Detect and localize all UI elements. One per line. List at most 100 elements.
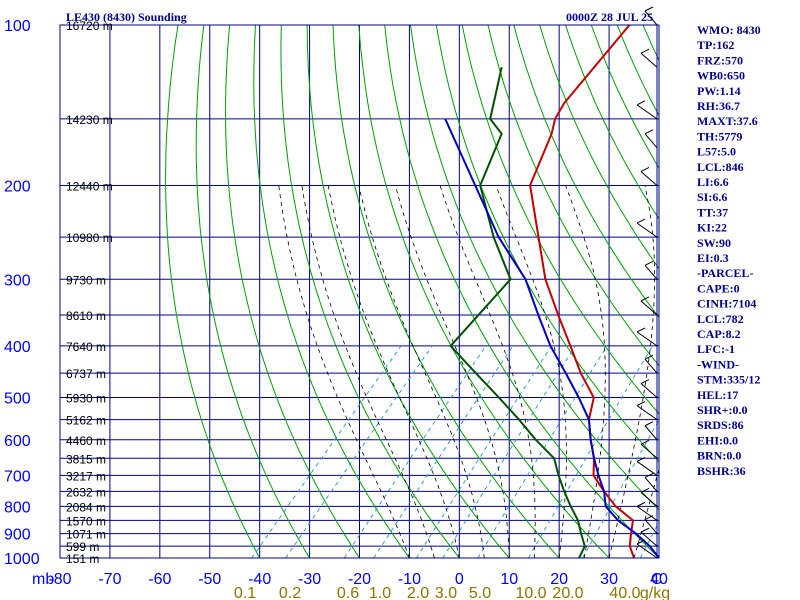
mixing-ratio-label: 0.6: [337, 585, 359, 600]
height-label: 6737 m: [66, 367, 106, 381]
pressure-tick-label: 100: [4, 18, 31, 35]
wind-barb: [644, 425, 658, 441]
height-label: 5930 m: [66, 392, 106, 406]
height-label: 9730 m: [66, 273, 106, 287]
wind-barb: [640, 300, 658, 316]
index-item: BRN:0.0: [697, 449, 741, 463]
dewpoint-line: [449, 66, 586, 558]
temperature-tick-label: -10: [398, 571, 421, 588]
index-item: SRDS:86: [697, 418, 744, 432]
height-label: 5162 m: [66, 414, 106, 428]
temperature-tick-label: -50: [198, 571, 221, 588]
wind-barb: [640, 443, 658, 459]
height-label: 14230 m: [66, 113, 113, 127]
height-label: 16720 m: [66, 19, 113, 33]
wind-barb-flag: [636, 539, 646, 545]
index-item: STM:335/12: [697, 373, 760, 387]
mixing-ratio-label: 40.0: [609, 585, 640, 600]
wind-barb-flag: [644, 421, 654, 427]
height-label: 12440 m: [66, 179, 113, 193]
pressure-tick-label: 500: [4, 391, 31, 408]
pressure-unit-label: mb: [32, 571, 54, 588]
mixing-ratio-line: [477, 345, 608, 558]
temperature-tick-label: -60: [148, 571, 171, 588]
dry-adiabat: [165, 25, 261, 558]
dry-adiabat: [409, 25, 659, 511]
temperature-tick-label: 40: [650, 571, 668, 588]
index-item: KI:22: [697, 221, 727, 235]
mixing-ratio-label: g/kg: [640, 585, 670, 600]
wind-barb: [644, 358, 658, 374]
index-item: SI:6.6: [697, 190, 727, 204]
wind-barb-flag: [644, 129, 654, 135]
moist-adiabat: [301, 185, 435, 558]
height-label: 10980 m: [66, 231, 113, 245]
wind-barb: [636, 505, 658, 521]
height-label: 7640 m: [66, 340, 106, 354]
wind-barb-flag: [636, 401, 646, 407]
pressure-tick-label: 1000: [4, 551, 40, 568]
index-item: BSHR:36: [697, 464, 746, 478]
index-item: -WIND-: [697, 357, 739, 371]
wind-barb: [636, 461, 658, 476]
mixing-ratio-label: 10.0: [515, 585, 546, 600]
moist-adiabat: [495, 185, 567, 558]
dry-adiabat: [225, 25, 361, 558]
temperature-tick-label: 30: [600, 571, 618, 588]
index-item: LFC:-1: [697, 342, 735, 356]
wind-barb-flag: [644, 260, 654, 266]
mixing-ratio-line: [373, 345, 514, 558]
mixing-ratio-label: 1.0: [369, 585, 391, 600]
height-label: 4460 m: [66, 434, 106, 448]
index-item: FRZ:570: [697, 53, 743, 67]
dry-adiabat: [253, 25, 411, 558]
height-label: 1570 m: [66, 514, 106, 528]
grid-layer: [60, 25, 659, 558]
moist-adiabat: [327, 185, 460, 558]
temperature-tick-label: -20: [348, 571, 371, 588]
height-label: 3815 m: [66, 452, 106, 466]
wind-barb-flag: [636, 100, 646, 106]
dry-adiabat: [435, 25, 659, 463]
wind-barb: [640, 531, 658, 547]
pressure-tick-label: 300: [4, 272, 31, 289]
wind-barb: [644, 133, 658, 149]
mixing-ratio-label: 0.1: [234, 585, 256, 600]
dry-adiabat: [487, 25, 659, 367]
wind-profile: [636, 6, 658, 559]
height-label: 2632 m: [66, 485, 106, 499]
temperature-tick-label: -40: [248, 571, 271, 588]
pressure-tick-label: 800: [4, 499, 31, 516]
index-item: TH:5779: [697, 129, 742, 143]
dry-adiabat: [306, 25, 510, 558]
mixing-ratio-line: [528, 345, 654, 558]
mixing-ratio-line: [416, 345, 552, 558]
dry-adiabat: [358, 25, 610, 558]
wind-barb: [636, 543, 658, 559]
mixing-ratio-line: [343, 345, 487, 558]
wind-barb-flag: [636, 456, 646, 462]
index-item: SHR+:0.0: [697, 403, 748, 417]
pressure-tick-label: 900: [4, 527, 31, 544]
wind-barb: [640, 383, 658, 398]
index-item: EHI:0.0: [697, 433, 738, 447]
index-item: -PARCEL-: [697, 266, 753, 280]
wind-barb-flag: [640, 439, 650, 445]
wind-barb-flag: [636, 501, 646, 507]
wind-barb: [644, 264, 658, 280]
mixing-ratio-line: [442, 345, 576, 558]
moist-adiabat: [439, 185, 536, 558]
temperature-tick-label: -80: [48, 571, 71, 588]
plot-frame: [59, 24, 660, 559]
temperature-line: [529, 25, 635, 558]
wind-barb-flag: [640, 48, 650, 54]
index-item: LCL:846: [697, 160, 744, 174]
index-item: LCL:782: [697, 312, 744, 326]
chart-time: 0000Z 28 JUL 25: [566, 10, 653, 24]
mixing-ratio-line: [639, 520, 659, 558]
mixing-ratio-label: 2.0: [407, 585, 429, 600]
height-label: 2084 m: [66, 500, 106, 514]
pressure-tick-label: 200: [4, 178, 31, 195]
